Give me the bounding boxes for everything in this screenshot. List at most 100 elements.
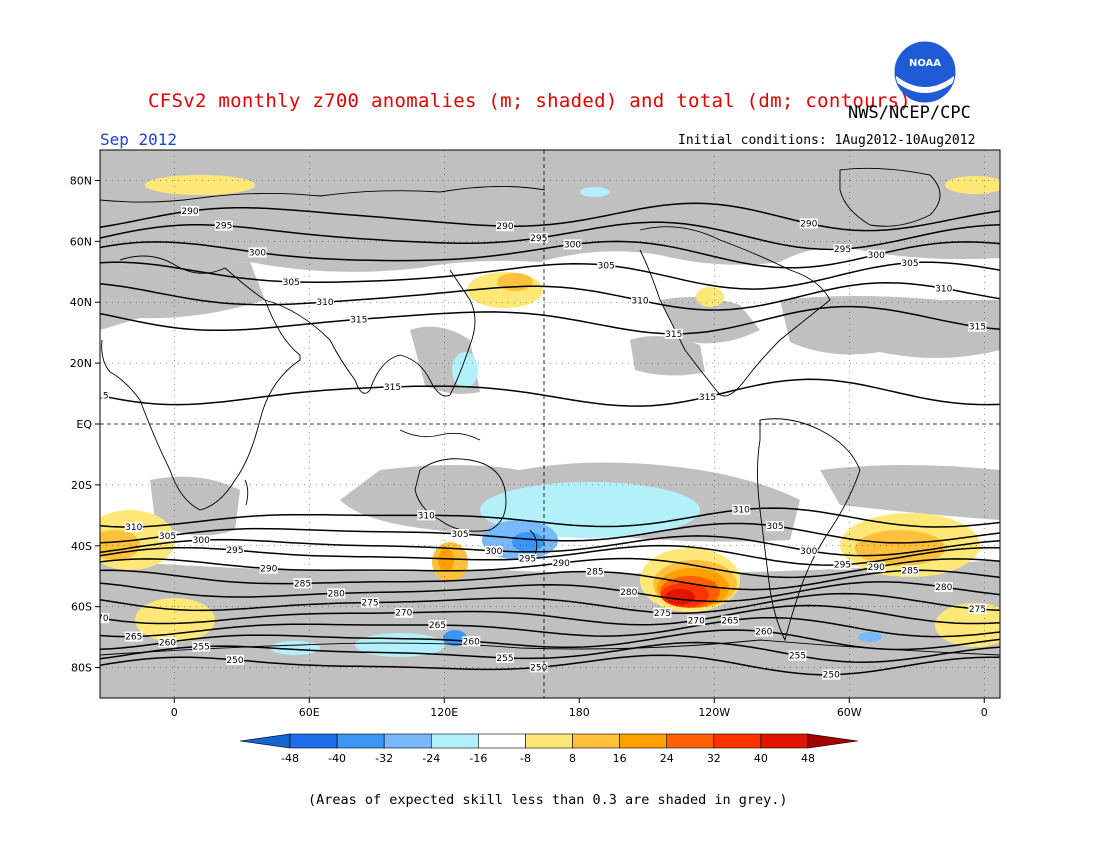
contour-line-315 — [100, 378, 1000, 407]
contour-label-text: 310 — [125, 523, 142, 533]
anomaly-positive-arctic-e — [945, 176, 1000, 194]
contour-label: 250 — [529, 662, 548, 673]
anomaly-negative-bering — [580, 187, 610, 197]
low-skill-grey-regions — [100, 150, 1000, 698]
contour-line-260 — [100, 629, 1000, 651]
contour-line-270 — [100, 604, 1000, 626]
lon-tick-label: 180 — [569, 706, 590, 719]
contour-label: 255 — [496, 652, 514, 664]
lon-tick-label: 60W — [837, 706, 862, 719]
contour-line-305 — [100, 261, 1000, 290]
contour-label-text: 295 — [530, 234, 547, 244]
lat-tick-label: EQ — [76, 418, 92, 431]
contour-label: 260 — [462, 636, 481, 647]
contour-label-text: 305 — [766, 522, 783, 532]
contour-label-text: 305 — [901, 259, 918, 269]
coast-greenland — [839, 167, 941, 227]
contour-label-text: 285 — [294, 579, 311, 589]
contour-label-text: 290 — [868, 563, 885, 573]
colorbar-swatch — [525, 733, 573, 749]
contour-label-text: 290 — [496, 222, 513, 232]
colorbar-swatch — [619, 733, 668, 749]
colorbar-label: -48 — [281, 752, 299, 765]
coast-madagascar — [244, 479, 249, 506]
coast-asia-south — [264, 269, 476, 397]
contour-label: 315 — [349, 314, 368, 325]
contour-label: 300 — [799, 545, 818, 557]
contour-label: 305 — [901, 257, 919, 269]
contour-label-text: 255 — [496, 654, 513, 664]
colorbar-label: -16 — [469, 752, 487, 765]
contour-label-text: 290 — [181, 207, 198, 217]
contour-label-text: 300 — [868, 251, 885, 261]
contour-label: 285 — [586, 566, 604, 578]
contour-label: 295 — [214, 220, 233, 232]
contour-label-text: 290 — [553, 559, 570, 569]
contour-label-text: 300 — [249, 248, 266, 258]
colorbar-swatch — [666, 733, 715, 749]
contour-label: 260 — [158, 637, 177, 648]
contour-label-text: 290 — [800, 219, 817, 229]
contour-label-text: 270 — [395, 609, 412, 619]
contour-label-text: 295 — [834, 561, 851, 571]
contour-label: 305 — [282, 276, 301, 288]
colorbar-label: -8 — [520, 752, 531, 765]
lat-tick-label: 80N — [70, 174, 92, 187]
contour-label-text: 265 — [721, 616, 738, 626]
contour-label-text: 250 — [226, 656, 243, 666]
lat-tick-label: 20S — [71, 479, 92, 492]
contour-label-text: 260 — [755, 627, 772, 637]
lat-tick-label: 60S — [71, 601, 92, 614]
contour-label: 265 — [428, 620, 447, 631]
lat-tick-label: 40N — [70, 296, 92, 309]
contour-label-text: 310 — [733, 506, 750, 516]
coast-eurasia-north — [100, 185, 546, 203]
colorbar-label: -24 — [422, 752, 440, 765]
anomaly-negative-ant-e — [858, 632, 882, 642]
lat-tick-label: 60N — [70, 235, 92, 248]
contour-label: 280 — [327, 588, 346, 599]
contour-line-250 — [100, 654, 1000, 676]
contour-label-text: 295 — [834, 245, 851, 255]
contour-label-text: 305 — [283, 278, 300, 288]
contour-label: 310 — [316, 297, 334, 308]
contour-label-text: 315 — [384, 383, 401, 393]
contour-line-265 — [100, 616, 1000, 638]
contour-label-text: 280 — [620, 588, 637, 598]
colorbar-label: 24 — [660, 752, 674, 765]
anomaly-negative-wpac — [452, 352, 478, 388]
contour-label: 315 — [968, 321, 987, 333]
contour-label: 275 — [968, 603, 987, 615]
contour-label-text: 300 — [800, 547, 817, 557]
contour-label: 275 — [653, 607, 672, 619]
contour-label: 305 — [597, 260, 616, 271]
contour-label-text: 310 — [935, 284, 952, 294]
coast-europe-africa — [101, 255, 301, 511]
colorbar-swatch — [572, 733, 620, 749]
contour-label-text: 270 — [91, 614, 108, 624]
lat-tick-label: 40S — [71, 540, 92, 553]
contour-label: 305 — [158, 530, 177, 542]
contour-label: 270 — [91, 613, 109, 624]
contour-label: 305 — [766, 521, 784, 532]
contour-label-text: 265 — [125, 633, 142, 643]
contour-line-255 — [100, 641, 1000, 663]
anomaly-positive-satl-w-core — [100, 530, 140, 560]
contour-label: 280 — [619, 586, 638, 598]
colorbar-swatch — [713, 733, 762, 749]
contour-label: 290 — [496, 221, 514, 232]
contour-label: 310 — [732, 504, 751, 516]
colorbar-swatch — [478, 733, 526, 749]
contour-label: 300 — [484, 545, 503, 557]
contour-label: 290 — [867, 562, 886, 573]
contour-label: 290 — [799, 218, 818, 229]
contour-line-305 — [100, 522, 1000, 544]
contour-label: 295 — [833, 244, 852, 255]
contour-line-310 — [100, 282, 1000, 311]
colorbar-swatch — [430, 733, 479, 749]
contour-label-text: 300 — [564, 240, 581, 250]
logo-text: NOAA — [909, 58, 941, 69]
contour-label-text: 255 — [193, 643, 210, 653]
contour-label: 315 — [698, 391, 717, 403]
contour-label: 255 — [192, 641, 211, 653]
